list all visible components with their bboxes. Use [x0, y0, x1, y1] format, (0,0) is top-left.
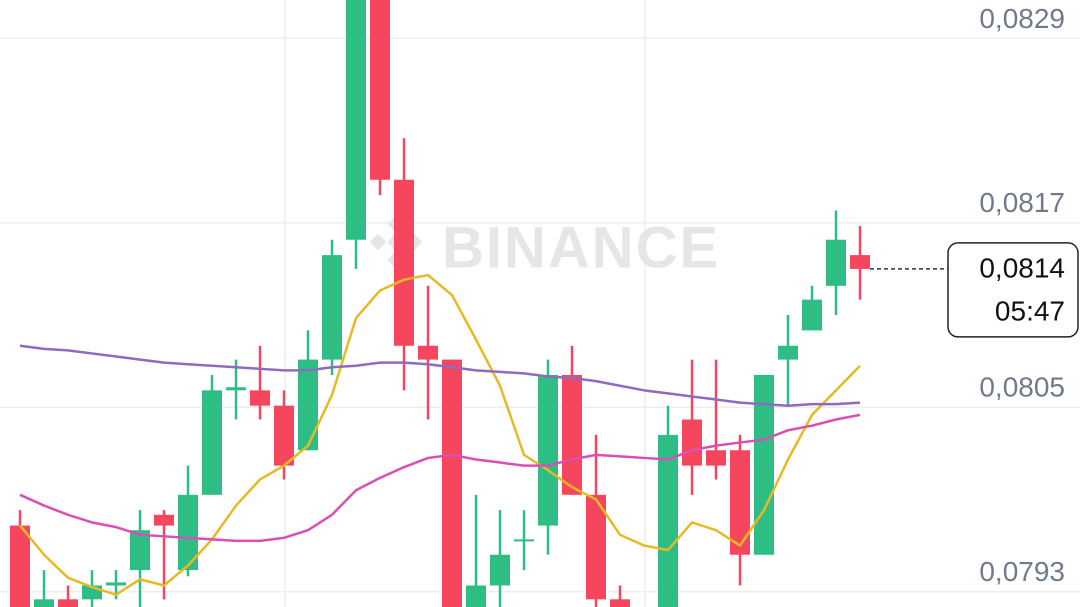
candle-body [202, 390, 222, 495]
candle-body [778, 345, 798, 360]
y-tick-label: 0,0829 [979, 3, 1065, 34]
candle-body [130, 530, 150, 571]
candle-body [274, 405, 294, 466]
candle-body [466, 585, 486, 607]
candle-body [826, 239, 846, 286]
candle-body [106, 582, 126, 586]
candle-body [442, 359, 462, 607]
candles [10, 0, 870, 607]
candle-body [58, 599, 78, 607]
countdown: 05:47 [995, 295, 1065, 326]
last-price-label: 0,0814 [979, 252, 1065, 283]
watermark: BINANCE [442, 215, 720, 280]
candle-body [322, 255, 342, 360]
candle-body [538, 374, 558, 526]
candle-body [370, 0, 390, 180]
candle-body [562, 374, 582, 495]
candle-body [178, 494, 198, 571]
candle-body [34, 599, 54, 607]
y-tick-label: 0,0793 [979, 556, 1065, 587]
price-tag [947, 242, 1079, 338]
candle-body [586, 494, 606, 600]
candle-body [154, 514, 174, 526]
candle-body [346, 0, 366, 240]
ma-line [19, 413, 861, 543]
candle-body [514, 539, 534, 542]
candle-body [418, 345, 438, 360]
candle-body [682, 419, 702, 466]
candle-body [490, 554, 510, 586]
candle-body [658, 434, 678, 607]
candle-body [610, 599, 630, 607]
candle-body [298, 359, 318, 451]
candle-body [250, 390, 270, 406]
candle-body [850, 255, 870, 269]
grid [284, 0, 646, 607]
y-tick-label: 0,0817 [979, 187, 1065, 218]
ma-line [19, 273, 861, 596]
candle-body [754, 374, 774, 555]
candle-body [226, 387, 246, 391]
candle-body [730, 450, 750, 555]
candle-body [394, 179, 414, 346]
ma-line [19, 344, 861, 407]
candle-body [802, 299, 822, 331]
candle-body [706, 450, 726, 466]
y-tick-label: 0,0805 [979, 372, 1065, 403]
candle-body [10, 525, 30, 607]
